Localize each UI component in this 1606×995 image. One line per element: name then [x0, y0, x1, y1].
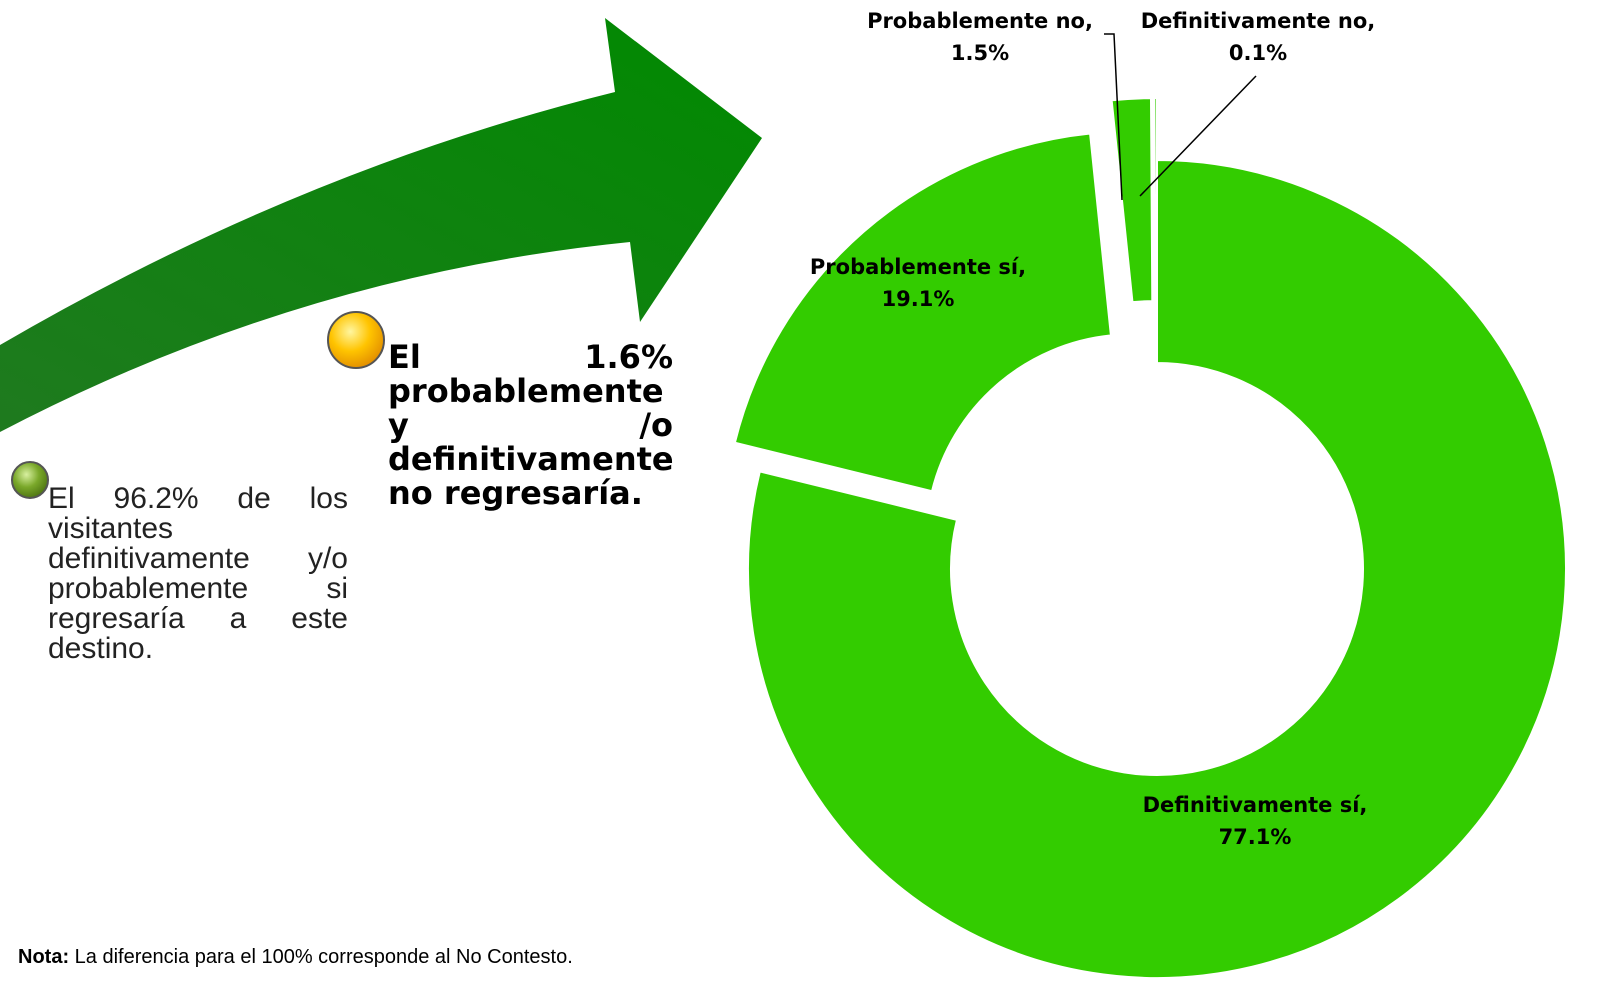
slice-label: Definitivamente sí,	[1143, 793, 1368, 817]
slice-value: 19.1%	[882, 287, 955, 311]
slice-label: Definitivamente no,	[1141, 9, 1376, 33]
donut	[733, 97, 1567, 979]
donut-slice	[1110, 97, 1154, 304]
note: Nota: La diferencia para el 100% corresp…	[18, 946, 573, 969]
note-label: Nota:	[18, 946, 70, 968]
bullet-orange	[327, 311, 385, 369]
annotation-negative: El 1.6% probablemente y /o definitivamen…	[388, 338, 674, 512]
slice-value: 77.1%	[1219, 825, 1292, 849]
leader-line	[1139, 75, 1257, 197]
bullet-green	[11, 461, 49, 499]
slice-label: Probablemente no,	[867, 9, 1093, 33]
donut-slice	[733, 132, 1113, 493]
donut-slice	[1153, 97, 1158, 303]
slice-label: Probablemente sí,	[810, 255, 1026, 279]
leader-line	[1104, 33, 1123, 201]
annotation-positive: El 96.2% de los visitantes definitivamen…	[48, 482, 348, 665]
donut-slice	[747, 158, 1567, 979]
slice-value: 0.1%	[1229, 41, 1287, 65]
note-text: La diferencia para el 100% corresponde a…	[74, 946, 573, 968]
arrow	[0, 18, 762, 432]
slice-value: 1.5%	[951, 41, 1009, 65]
